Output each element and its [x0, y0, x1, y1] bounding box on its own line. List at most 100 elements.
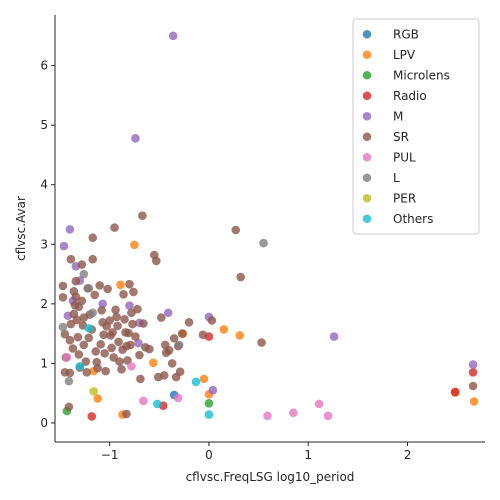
data-point: [75, 362, 85, 371]
data-point: [82, 368, 92, 377]
data-point: [98, 299, 107, 309]
legend-label: LPV: [393, 48, 416, 62]
data-point: [103, 284, 112, 294]
legend-items: RGB LPV Microlens Radio M SR PUL L PER Others: [362, 27, 450, 226]
x-tick-label: −1: [101, 448, 119, 462]
data-point: [62, 353, 72, 362]
data-point: [152, 399, 162, 409]
data-point: [115, 357, 124, 366]
legend-item-per: PER: [362, 191, 416, 205]
data-point: [84, 284, 94, 293]
data-point: [138, 211, 147, 220]
data-point: [71, 292, 81, 301]
y-tick-label: 5: [40, 118, 48, 132]
legend-box: [352, 18, 480, 235]
legend-label: PUL: [393, 150, 416, 164]
legend: RGB LPV Microlens Radio M SR PUL L PER Others: [352, 18, 480, 235]
data-point: [204, 398, 214, 408]
data-point: [163, 308, 173, 318]
legend-label: RGB: [393, 27, 419, 41]
data-point: [126, 340, 135, 350]
data-point: [124, 328, 133, 338]
legend-label: M: [393, 109, 403, 123]
data-point: [99, 330, 108, 340]
data-point: [199, 374, 209, 384]
legend-label: Radio: [393, 89, 427, 103]
legend-marker: [362, 193, 372, 203]
data-point: [235, 331, 245, 340]
data-point: [125, 301, 134, 310]
data-point: [184, 317, 194, 327]
legend-label: L: [393, 171, 400, 185]
x-tick-label: 1: [304, 448, 312, 462]
data-point: [88, 254, 98, 264]
data-point: [469, 397, 479, 406]
y-ticks: 0 1 2 3 4 5 6: [40, 59, 55, 430]
x-ticks: −1 0 1 2: [101, 442, 411, 462]
legend-marker: [362, 111, 372, 121]
data-point: [133, 304, 142, 314]
data-point: [135, 350, 144, 360]
legend-marker: [362, 173, 372, 183]
legend-item-sr: SR: [362, 130, 409, 144]
legend-marker: [362, 132, 372, 142]
data-point: [113, 321, 122, 331]
data-point: [79, 269, 89, 279]
data-point: [159, 370, 169, 380]
data-point: [173, 393, 183, 403]
data-point: [90, 290, 100, 300]
data-point: [468, 381, 478, 391]
y-tick-label: 1: [40, 356, 48, 370]
data-point: [169, 334, 179, 343]
data-point: [69, 309, 79, 319]
data-point: [125, 279, 134, 289]
data-point: [88, 233, 98, 243]
data-point: [81, 357, 91, 366]
data-point: [66, 254, 76, 264]
data-point: [64, 376, 74, 386]
data-point: [79, 340, 89, 350]
data-point: [207, 316, 217, 325]
data-point: [219, 325, 229, 334]
data-point: [191, 377, 201, 387]
data-point: [84, 333, 94, 343]
data-point: [168, 31, 178, 41]
data-point: [68, 344, 78, 353]
legend-marker: [362, 29, 372, 39]
data-point: [107, 343, 116, 353]
data-point: [134, 338, 143, 348]
data-point: [111, 305, 120, 315]
legend-marker: [362, 152, 372, 162]
legend-item-rgb: RGB: [362, 27, 419, 41]
data-point: [468, 360, 478, 369]
y-tick-label: 4: [40, 178, 48, 192]
data-point: [108, 328, 117, 337]
legend-item-microlens: Microlens: [362, 68, 450, 82]
data-point: [89, 387, 99, 396]
data-point: [131, 133, 140, 143]
data-point: [112, 312, 121, 322]
data-point: [139, 396, 148, 406]
data-point: [156, 313, 166, 322]
y-tick-label: 3: [40, 237, 48, 251]
data-point: [84, 323, 94, 333]
data-point: [96, 340, 105, 349]
data-point: [116, 280, 125, 290]
data-point: [119, 290, 128, 299]
data-point: [101, 366, 110, 376]
data-point: [204, 410, 214, 419]
series-microlens: [62, 398, 214, 416]
data-point: [263, 411, 272, 421]
data-point: [102, 322, 111, 331]
data-point: [128, 319, 137, 329]
legend-item-lpv: LPV: [362, 48, 416, 62]
legend-item-l: L: [362, 171, 400, 185]
data-point: [91, 347, 101, 356]
data-point: [145, 344, 154, 354]
data-point: [259, 238, 268, 248]
data-point: [88, 308, 98, 318]
data-point: [175, 367, 185, 377]
data-point: [59, 241, 69, 251]
legend-marker: [362, 50, 372, 60]
